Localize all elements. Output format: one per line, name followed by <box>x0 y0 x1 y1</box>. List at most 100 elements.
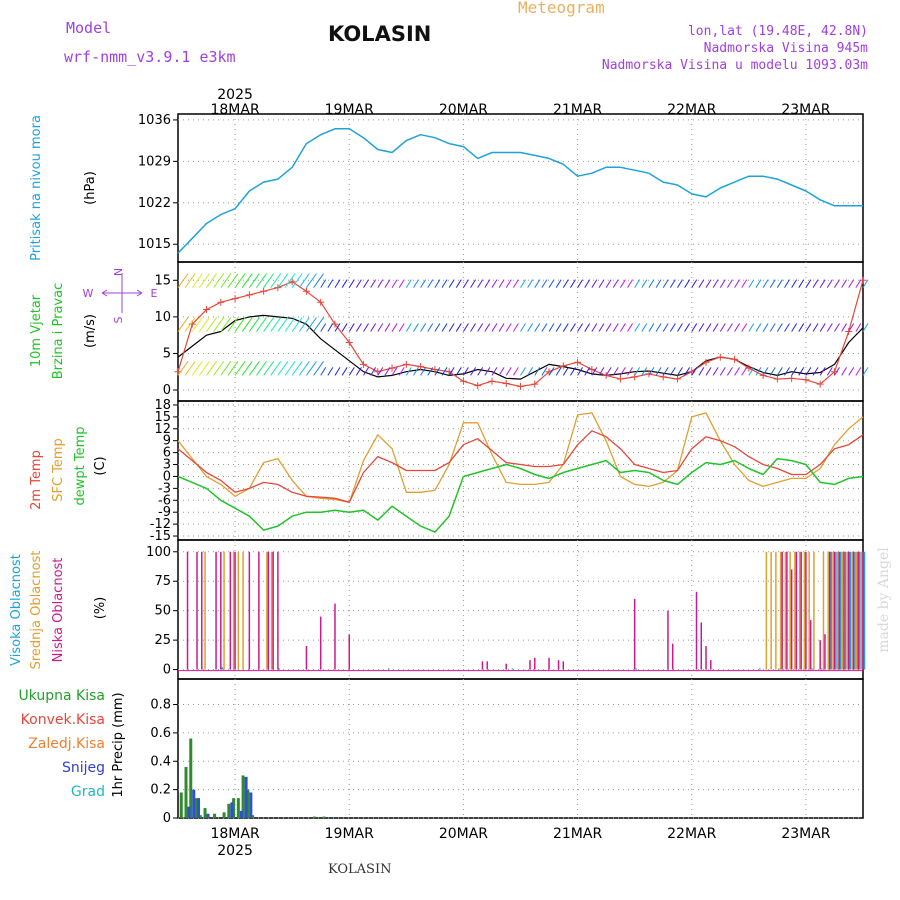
wind-barb <box>191 273 203 288</box>
wind-barb <box>206 317 217 332</box>
wind-barb <box>541 323 548 332</box>
precip-bar <box>246 789 250 818</box>
wind-barb <box>512 367 519 376</box>
wind-gust-marker <box>474 382 482 390</box>
wind-barb <box>370 367 377 376</box>
wind-barb <box>427 367 434 376</box>
wind-barb <box>470 323 476 332</box>
wind-tick-label: 5 <box>163 346 171 361</box>
wind-barb <box>741 323 748 332</box>
wind-gust-marker <box>731 355 739 363</box>
wind-barb <box>684 323 691 332</box>
wind-barb <box>577 323 584 332</box>
wind-barb <box>677 367 683 376</box>
wind-barb <box>762 367 769 376</box>
precip-panel: 0 0.2 0.4 0.6 0.8 <box>150 678 864 826</box>
precip-tick-label: 0 <box>163 811 171 826</box>
wind-barb <box>455 367 462 376</box>
wind-barb <box>270 317 282 332</box>
cloud-axis-title-low: Niska Oblacnost <box>51 558 66 663</box>
wind-barb <box>584 279 591 288</box>
date-label-bottom: 19MAR <box>325 826 374 842</box>
wind-barb <box>648 323 655 332</box>
wind-barb <box>748 279 755 288</box>
wind-barb <box>548 367 555 376</box>
wind-barb <box>669 323 676 332</box>
clouds-frame <box>177 539 864 680</box>
date-label-bottom: 21MAR <box>553 826 602 842</box>
wind-gust-marker <box>559 362 567 370</box>
date-label-top: 18MAR <box>210 102 259 118</box>
precip-bar <box>194 798 198 818</box>
wind-barb <box>377 323 384 332</box>
pressure-frame <box>177 113 864 263</box>
wind-barb <box>420 279 427 288</box>
wind-barb <box>263 273 275 288</box>
precip-bar <box>239 810 243 818</box>
wind-barb <box>548 323 555 332</box>
temp-unit: (C) <box>93 456 108 475</box>
wind-barb <box>498 323 505 332</box>
wind-barb <box>834 323 840 332</box>
wind-barb <box>798 323 805 332</box>
wind-barb <box>648 367 655 376</box>
temperature-tick-label: 0 <box>163 469 171 484</box>
wind-barb <box>677 323 683 332</box>
wind-barb <box>341 323 348 332</box>
wind-barb <box>491 323 498 332</box>
wind-barb <box>256 361 267 376</box>
wind-unit: (m/s) <box>83 314 98 348</box>
wind-barb <box>248 273 260 288</box>
wind-axis-title-1: 10m Vjetar <box>29 294 44 367</box>
wind-barb <box>848 279 855 288</box>
wind-barb <box>363 279 369 288</box>
wind-barb <box>512 279 519 288</box>
wind-gust-marker <box>531 380 539 388</box>
wind-barb <box>555 367 562 376</box>
wind-barb <box>855 279 862 288</box>
wind-barb <box>413 323 419 332</box>
wind-barb <box>505 279 512 288</box>
wind-gust-marker <box>616 375 624 383</box>
wind-gust-marker <box>716 353 724 361</box>
precip-tick-label: 0.2 <box>150 783 171 798</box>
wind-tick-label: 0 <box>163 383 171 398</box>
wind-barb <box>698 367 705 376</box>
pressure-tick-label: 1029 <box>138 154 171 169</box>
wind-barb <box>227 361 239 376</box>
wind-barb <box>434 323 441 332</box>
wind-barb <box>627 367 633 376</box>
wind-gust-marker <box>488 377 496 385</box>
precip-bar <box>227 803 231 818</box>
wind-barb <box>477 323 484 332</box>
date-label-top: 22MAR <box>667 102 716 118</box>
precip-bar <box>198 815 202 818</box>
wind-barb <box>841 323 848 332</box>
wind-barb <box>555 279 562 288</box>
wind-barb <box>384 323 391 332</box>
precip-bar <box>230 802 234 818</box>
precip-bar <box>213 813 217 818</box>
wind-barb <box>263 317 275 332</box>
wind-barb <box>784 323 790 332</box>
cloud-unit: (%) <box>93 597 108 620</box>
wind-barb <box>834 279 840 288</box>
wind-barb <box>441 279 448 288</box>
wind-barb <box>198 273 210 288</box>
wind-barb <box>206 273 217 288</box>
wind-gust-marker <box>702 358 710 366</box>
wind-barb <box>634 279 641 288</box>
wind-barb <box>541 279 548 288</box>
wind-barb <box>198 317 210 332</box>
wind-barb <box>470 279 476 288</box>
wind-barb <box>662 367 669 376</box>
wind-barb <box>348 279 355 288</box>
wind-barb <box>298 273 310 288</box>
wind-barb <box>491 279 498 288</box>
wind-barb <box>313 273 324 288</box>
wind-barb <box>855 367 862 376</box>
wind-barb <box>413 367 419 376</box>
wind-key-east: E <box>151 287 158 300</box>
precip-bar <box>249 792 253 818</box>
wind-barb <box>227 317 239 332</box>
